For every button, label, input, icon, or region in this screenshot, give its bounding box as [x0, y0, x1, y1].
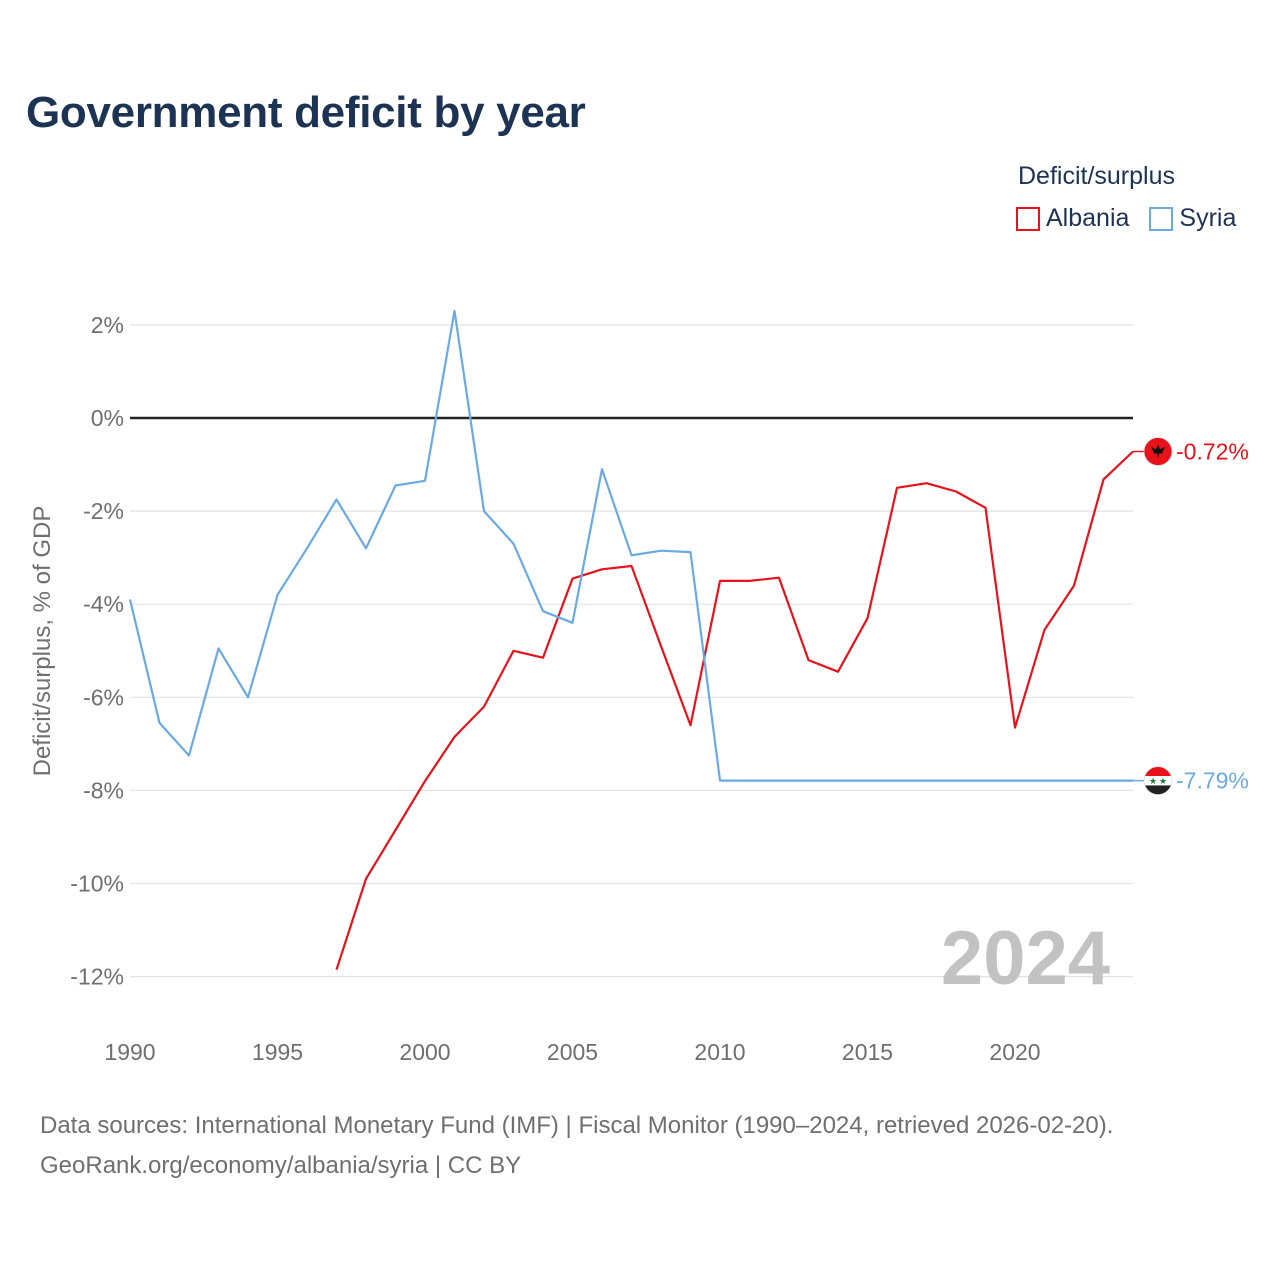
legend-label-albania: Albania: [1046, 204, 1130, 232]
series-line-albania[interactable]: [335, 450, 1134, 970]
legend-item-syria[interactable]: Syria: [1149, 204, 1236, 233]
svg-text:★: ★: [1149, 776, 1157, 786]
grid: [130, 324, 1133, 978]
legend-swatch-albania: [1016, 206, 1040, 231]
legend: Albania Syria: [1016, 204, 1236, 233]
x-tick-label: 1990: [104, 1039, 155, 1065]
series-line-syria[interactable]: [128, 309, 1133, 782]
footer-attribution: GeoRank.org/economy/albania/syria | CC B…: [40, 1152, 522, 1179]
footer-sources: Data sources: International Monetary Fun…: [40, 1112, 1114, 1139]
page-title: Government deficit by year: [26, 88, 586, 137]
flag-icon-albania: [1143, 437, 1173, 466]
end-markers: -0.72%★ ★ -7.79%: [1133, 437, 1249, 796]
x-tick-label: 2000: [399, 1039, 450, 1065]
end-value-label-syria: -7.79%: [1176, 768, 1249, 794]
series-lines: [128, 309, 1134, 970]
y-tick-label: -8%: [83, 777, 124, 803]
footer: Data sources: International Monetary Fun…: [40, 1106, 1113, 1186]
x-tick-label: 2010: [694, 1039, 745, 1065]
legend-title: Deficit/surplus: [1018, 162, 1175, 190]
y-tick-label: 2%: [91, 312, 124, 338]
year-watermark: 2024: [941, 916, 1110, 1001]
x-tick-label: 2015: [842, 1039, 893, 1065]
y-tick-label: 0%: [91, 405, 124, 431]
end-value-label-albania: -0.72%: [1176, 439, 1249, 465]
y-tick-label: -10%: [70, 871, 124, 897]
y-axis-ticks: 2% 0% -2% -4% -6% -8% -10% -12%: [70, 312, 124, 990]
y-tick-label: -2%: [83, 498, 124, 524]
y-tick-label: -12%: [70, 964, 124, 990]
y-tick-label: -6%: [83, 684, 124, 710]
x-tick-label: 1995: [252, 1039, 303, 1065]
x-tick-label: 2005: [547, 1039, 598, 1065]
legend-swatch-syria: [1149, 206, 1174, 231]
legend-item-albania[interactable]: Albania: [1016, 204, 1129, 233]
x-axis-ticks: 1990 1995 2000 2005 2010 2015 2020: [104, 1039, 1040, 1065]
flag-icon-syria: ★ ★: [1143, 766, 1173, 796]
x-tick-label: 2020: [989, 1039, 1040, 1065]
y-axis-label: Deficit/surplus, % of GDP: [29, 506, 56, 777]
legend-label-syria: Syria: [1179, 204, 1237, 232]
svg-text:★: ★: [1159, 776, 1167, 786]
y-tick-label: -4%: [83, 591, 124, 617]
